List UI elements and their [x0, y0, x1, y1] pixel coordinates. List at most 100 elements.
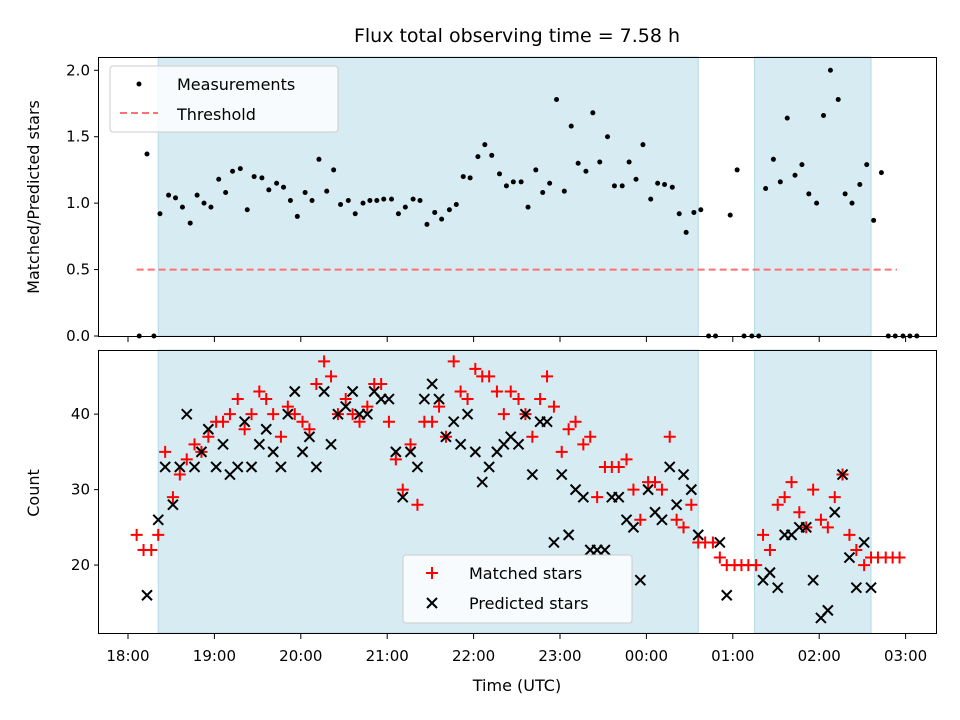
- predicted-star-point: [692, 529, 704, 541]
- matched-star-point: [396, 483, 409, 496]
- measurement-point: [446, 207, 452, 213]
- measurement-point: [611, 183, 617, 189]
- predicted-star-point: [670, 498, 683, 511]
- measurement-point: [669, 184, 675, 190]
- predicted-star-point: [714, 536, 726, 549]
- matched-star-point: [130, 528, 143, 541]
- x-tick-label: 00:00: [625, 647, 668, 665]
- predicted-star-point: [448, 415, 460, 428]
- measurement-point: [395, 211, 401, 217]
- measurement-point: [626, 159, 632, 165]
- matched-star-point: [274, 430, 287, 443]
- measurement-point: [467, 175, 473, 181]
- matched-star-point: [512, 393, 525, 406]
- predicted-star-points: [141, 378, 877, 624]
- measurement-point: [453, 201, 459, 207]
- shaded-region: [753, 56, 872, 337]
- predicted-star-point: [282, 408, 294, 420]
- matched-star-point: [447, 355, 460, 368]
- matched-star-point: [454, 385, 467, 398]
- measurement-point: [352, 211, 358, 217]
- matched-star-point: [346, 408, 359, 421]
- measurement-point: [640, 142, 646, 148]
- predicted-star-point: [850, 582, 863, 594]
- predicted-star-point: [325, 438, 337, 451]
- matched-star-point: [771, 498, 784, 511]
- x-tick-label: 20:00: [279, 647, 322, 665]
- measurement-point: [763, 186, 769, 192]
- measurement-point: [655, 180, 661, 186]
- predicted-star-point: [310, 461, 323, 473]
- measurement-point: [683, 229, 689, 235]
- predicted-star-point: [721, 589, 733, 601]
- measurement-point: [698, 207, 704, 213]
- predicted-star-point: [519, 408, 532, 420]
- matched-star-point: [296, 415, 309, 428]
- predicted-star-point: [865, 582, 877, 594]
- measurement-point: [259, 175, 265, 181]
- predicted-star-point: [303, 431, 316, 443]
- matched-star-point: [389, 453, 402, 466]
- predicted-star-point: [188, 461, 201, 473]
- matched-star-point: [426, 415, 439, 428]
- bottom-legend: Matched stars Predicted stars: [402, 554, 633, 624]
- measurement-point: [497, 171, 503, 177]
- measurement-point: [648, 196, 654, 202]
- matched-star-point: [677, 521, 690, 534]
- measurement-point: [166, 192, 172, 198]
- matched-star-point: [490, 385, 503, 398]
- measurement-point: [274, 180, 280, 186]
- predicted-star-point: [296, 446, 309, 458]
- y-tick-label: 40: [71, 405, 90, 423]
- measurement-point: [216, 176, 222, 182]
- measurement-point: [324, 188, 330, 194]
- matched-star-point: [591, 491, 604, 504]
- measurement-point: [842, 191, 848, 197]
- matched-star-point: [814, 513, 827, 526]
- matched-star-point: [267, 408, 280, 421]
- predicted-star-point: [642, 483, 654, 496]
- predicted-star-point: [800, 521, 812, 534]
- matched-star-point: [253, 385, 266, 398]
- matched-star-point: [303, 423, 316, 436]
- y-tick-label: 1.5: [66, 128, 90, 146]
- measurement-point: [784, 115, 790, 121]
- predicted-star-point: [627, 521, 640, 534]
- matched-star-point: [325, 370, 338, 383]
- legend-measurements: Measurements: [177, 75, 295, 94]
- legend-predicted-stars: Predicted stars: [469, 594, 589, 613]
- predicted-star-point: [541, 415, 553, 428]
- predicted-star-point: [167, 498, 179, 511]
- matched-star-point: [807, 483, 820, 496]
- measurement-point: [410, 196, 416, 202]
- measurement-point: [316, 156, 322, 162]
- predicted-star-point: [152, 514, 164, 526]
- predicted-star-point: [512, 438, 525, 451]
- measurement-point: [554, 97, 560, 103]
- predicted-legend-marker: [426, 597, 438, 609]
- measurement-point: [827, 67, 833, 73]
- x-axis-label: Time (UTC): [472, 676, 561, 695]
- predicted-star-point: [656, 514, 668, 526]
- predicted-star-point: [829, 506, 841, 518]
- matched-star-point: [173, 468, 186, 481]
- measurement-point: [662, 182, 668, 188]
- predicted-star-point: [483, 461, 495, 473]
- measurement-point: [338, 201, 344, 207]
- predicted-star-point: [318, 385, 330, 398]
- matched-star-point: [757, 528, 770, 541]
- measurement-point: [575, 160, 581, 166]
- chart-title: Flux total observing time = 7.58 h: [354, 25, 680, 47]
- predicted-star-point: [275, 461, 287, 473]
- measurement-point: [777, 179, 783, 185]
- predicted-star-point: [202, 423, 215, 435]
- matched-star-point: [375, 377, 388, 390]
- matched-star-point: [821, 521, 834, 534]
- legend-matched-stars: Matched stars: [469, 564, 582, 583]
- matched-star-point: [541, 370, 554, 383]
- predicted-star-point: [526, 468, 539, 481]
- measurement-point: [475, 154, 481, 160]
- measurement-point: [799, 162, 805, 168]
- predicted-star-point: [634, 574, 647, 586]
- matched-star-point: [145, 543, 158, 556]
